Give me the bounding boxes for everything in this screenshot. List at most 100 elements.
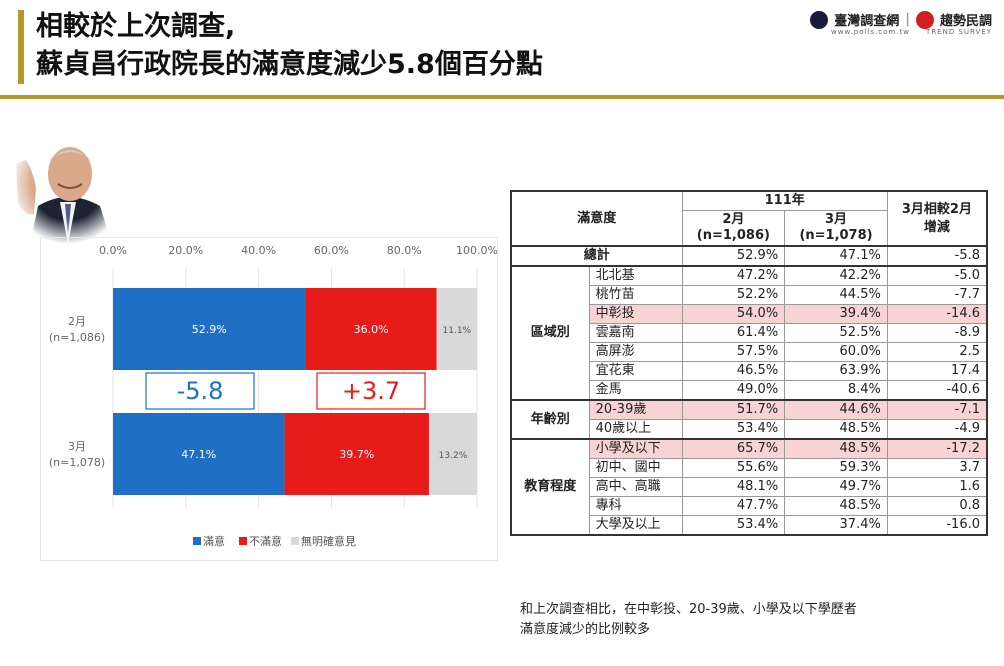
row-label: 北北基: [588, 265, 683, 286]
survey-table: 滿意度 111年 3月相較2月 增減 2月 (n=1,086) 3月 (n=1,…: [510, 190, 988, 536]
title-line-1: 相較於上次調查,: [36, 11, 236, 42]
row-mar: 52.5%: [784, 323, 888, 343]
row-feb: 46.5%: [681, 361, 786, 381]
bar-segment: [436, 288, 477, 370]
legend-swatch: [291, 537, 299, 545]
row-change: 0.8: [886, 496, 988, 516]
mar-header: 3月 (n=1,078): [784, 210, 888, 247]
total-change: -5.8: [886, 245, 988, 267]
row-change: -5.0: [886, 265, 988, 286]
feb-header: 2月 (n=1,086): [681, 210, 786, 247]
logo-divider: |: [905, 12, 910, 27]
row-label: 金馬: [588, 380, 683, 401]
table-row-total: 總計 52.9% 47.1% -5.8: [510, 245, 988, 267]
table-corner-header: 滿意度: [510, 190, 683, 247]
row-mar: 49.7%: [784, 477, 888, 497]
row-mar: 42.2%: [784, 265, 888, 286]
polls-logo-text: 臺灣調查網: [834, 14, 900, 29]
table-row: 專科 47.7% 48.5% 0.8: [511, 496, 988, 516]
row-mar: 63.9%: [784, 361, 888, 381]
row-label: 桃竹苗: [588, 285, 683, 305]
trend-logo-text: 趨勢民調: [939, 14, 992, 29]
row-mar: 44.6%: [784, 399, 888, 420]
row-change: -16.0: [886, 515, 988, 536]
table-row: 桃竹苗 52.2% 44.5% -7.7: [511, 285, 988, 305]
x-tick-label: 0.0%: [99, 244, 127, 257]
row-label: 高中、高職: [588, 477, 683, 497]
table-row: 區域別 北北基 47.2% 42.2% -5.0: [510, 265, 988, 401]
group-label: 年齡別: [510, 399, 590, 440]
title-line-2: 蘇貞昌行政院長的滿意度減少5.8個百分點: [36, 49, 543, 80]
change-box-dissatisfied: [316, 372, 426, 410]
data-label: 36.0%: [354, 323, 389, 336]
title-accent-bar: [18, 10, 24, 84]
row-label: 40歲以上: [588, 419, 683, 440]
row-change: 3.7: [886, 458, 988, 478]
row-mar: 59.3%: [784, 458, 888, 478]
data-label: 47.1%: [181, 448, 216, 461]
row-change: -14.6: [886, 304, 988, 324]
data-label: 11.1%: [443, 326, 472, 336]
table-row: 宜花東 46.5% 63.9% 17.4: [511, 361, 988, 381]
row-label: 專科: [588, 496, 683, 516]
mar-header-n: (n=1,078): [799, 228, 873, 243]
x-tick-label: 100.0%: [456, 244, 497, 257]
row-mar: 48.5%: [784, 438, 888, 459]
bar-segment: [428, 413, 477, 495]
logo-subtexts: www.polls.com.tw TREND SURVEY: [831, 28, 992, 36]
change-header: 3月相較2月 增減: [886, 190, 988, 247]
feb-header-month: 2月: [722, 212, 745, 227]
change-label-dissatisfied: +3.7: [342, 377, 400, 405]
row-feb: 54.0%: [681, 304, 786, 324]
row-change: -4.9: [886, 419, 988, 440]
row-change: 1.6: [886, 477, 988, 497]
row-mar: 44.5%: [784, 285, 888, 305]
row-feb: 61.4%: [681, 323, 786, 343]
table-row: 高屏澎 57.5% 60.0% 2.5: [511, 342, 988, 362]
row-feb: 47.2%: [681, 265, 786, 286]
row-label: 小學及以下: [588, 438, 683, 459]
footnote-line-2: 滿意度減少的比例較多: [520, 622, 651, 637]
row-mar: 8.4%: [784, 380, 888, 401]
category-label: 2月(n=1,086): [49, 315, 105, 344]
row-label: 雲嘉南: [588, 323, 683, 343]
row-feb: 65.7%: [681, 438, 786, 459]
row-feb: 52.2%: [681, 285, 786, 305]
total-feb: 52.9%: [681, 245, 786, 267]
row-feb: 55.6%: [681, 458, 786, 478]
row-label: 大學及以上: [588, 515, 683, 536]
chart-frame: 0.0% 20.0% 40.0% 60.0% 80.0% 100.0% 2月(n=1,086…: [40, 237, 498, 561]
logos: 臺灣調查網 | 趨勢民調: [810, 10, 992, 29]
table-row: 金馬 49.0% 8.4% -40.6: [511, 380, 988, 401]
x-tick-label: 20.0%: [168, 244, 203, 257]
row-feb: 49.0%: [681, 380, 786, 401]
row-feb: 48.1%: [681, 477, 786, 497]
change-box-satisfied: [145, 372, 255, 410]
table-row: 40歲以上 53.4% 48.5% -4.9: [511, 419, 988, 440]
x-tick-label: 40.0%: [241, 244, 276, 257]
change-header-line2: 增減: [923, 219, 950, 235]
row-label: 20-39歲: [588, 399, 683, 420]
row-feb: 51.7%: [681, 399, 786, 420]
footnote-line-1: 和上次調查相比，在中彰投、20-39歲、小學及以下學歷者: [520, 602, 857, 617]
title-divider: [0, 95, 1004, 99]
total-mar: 47.1%: [784, 245, 888, 267]
row-feb: 47.7%: [681, 496, 786, 516]
year-header: 111年: [681, 190, 888, 211]
table-row: 教育程度 小學及以下 65.7% 48.5% -17.2: [510, 438, 988, 536]
mar-header-month: 3月: [824, 212, 848, 227]
change-label-satisfied: -5.8: [177, 377, 224, 405]
group-label: 區域別: [510, 265, 590, 401]
bar-segment: [113, 288, 306, 370]
row-mar: 37.4%: [784, 515, 888, 536]
table-row: 年齡別 20-39歲 51.7% 44.6% -7.1: [510, 399, 988, 440]
premier-portrait: [8, 124, 128, 244]
table-row: 雲嘉南 61.4% 52.5% -8.9: [511, 323, 988, 343]
row-change: -40.6: [886, 380, 988, 401]
row-feb: 57.5%: [681, 342, 786, 362]
row-feb: 53.4%: [681, 515, 786, 536]
row-label: 宜花東: [588, 361, 683, 381]
data-label: 52.9%: [192, 323, 227, 336]
row-change: -17.2: [886, 438, 988, 459]
data-label: 13.2%: [439, 451, 468, 461]
